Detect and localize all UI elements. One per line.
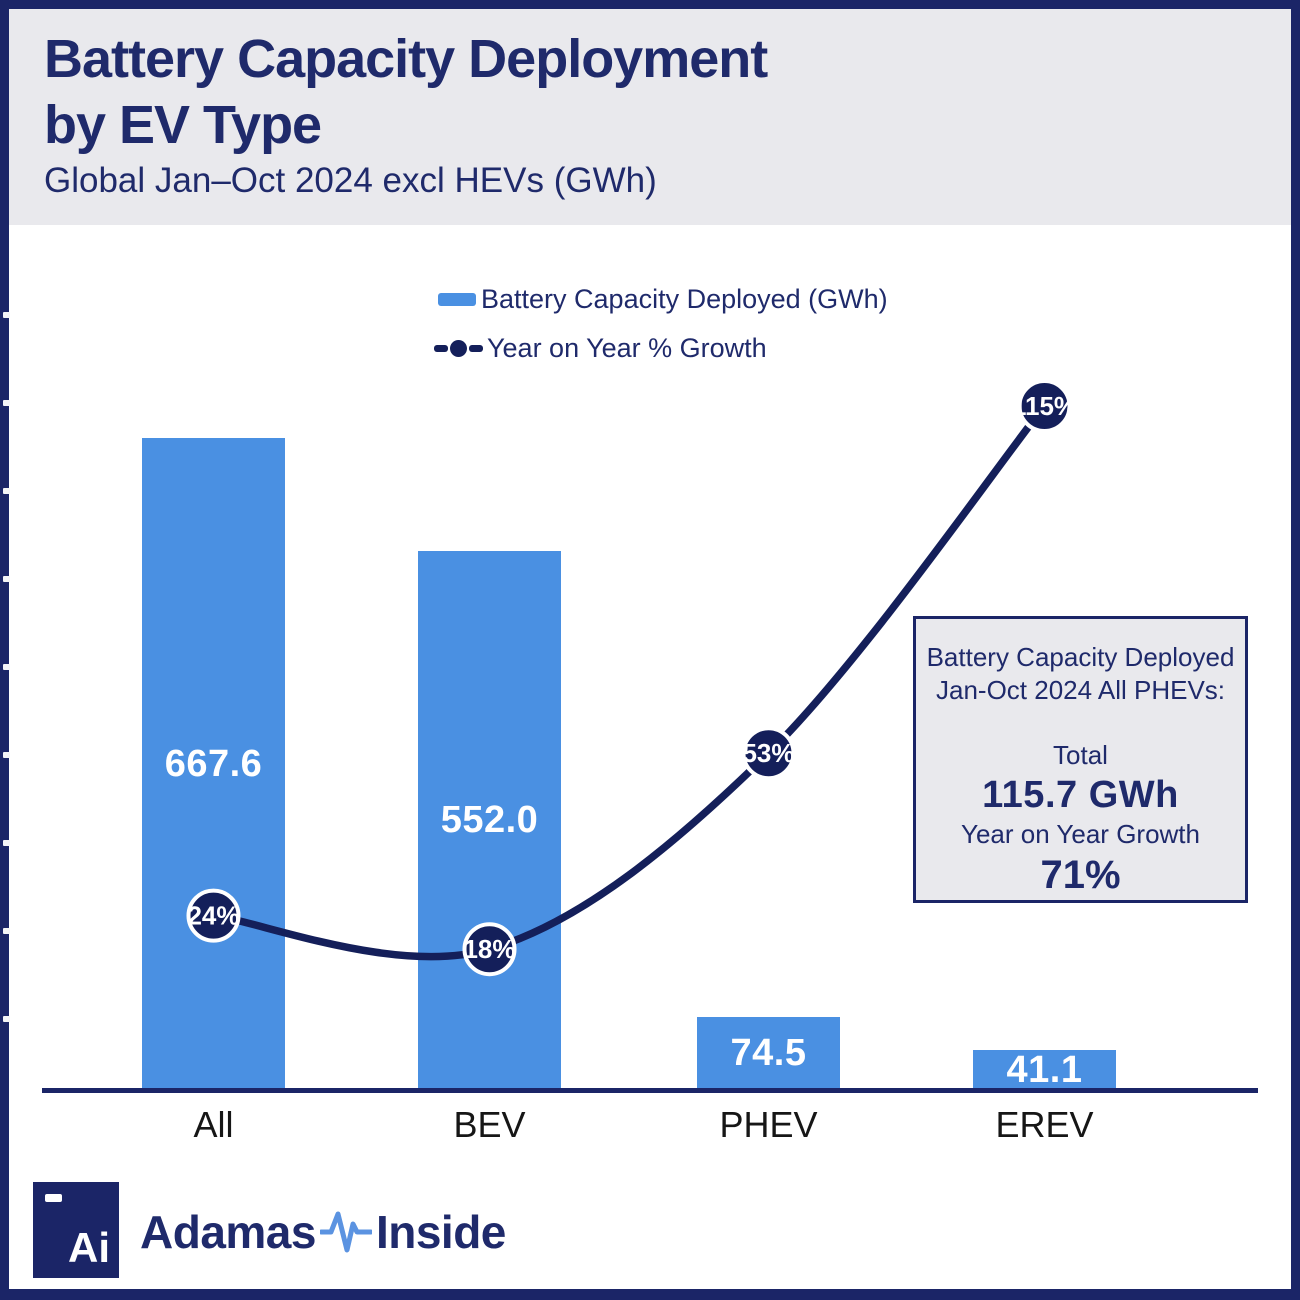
dash-icon bbox=[434, 345, 448, 352]
growth-marker-erev bbox=[1017, 379, 1072, 433]
clipped-y-tick bbox=[3, 664, 10, 670]
annotation-total-label: Total bbox=[1053, 740, 1108, 770]
header-panel: Battery Capacity Deployment by EV Type G… bbox=[9, 9, 1291, 225]
brand-wordmark: Adamas Inside bbox=[140, 1205, 506, 1259]
bar-value-label: 552.0 bbox=[440, 799, 539, 841]
phev-annotation-box: Battery Capacity Deployed Jan-Oct 2024 A… bbox=[913, 616, 1248, 903]
bar-erev: 41.1 bbox=[973, 1048, 1116, 1091]
border-top bbox=[0, 0, 1300, 9]
brand-word-right: Inside bbox=[375, 1206, 506, 1258]
border-right bbox=[1291, 0, 1300, 1300]
annotation-line-1: Battery Capacity Deployed bbox=[926, 642, 1235, 672]
annotation-total-value: 115.7 GWh bbox=[982, 774, 1179, 816]
clipped-y-tick bbox=[3, 1016, 10, 1022]
logo-dash-icon bbox=[45, 1194, 62, 1202]
annotation-growth-value: 71% bbox=[1040, 853, 1121, 897]
clipped-y-tick bbox=[3, 576, 10, 582]
bar-value-label: 41.1 bbox=[1006, 1048, 1083, 1091]
dash-icon bbox=[469, 345, 483, 352]
line-series-swatch-icon bbox=[434, 340, 483, 357]
x-label-erev: EREV bbox=[995, 1104, 1094, 1145]
bar-value-label: 667.6 bbox=[164, 742, 263, 785]
dot-icon bbox=[450, 340, 467, 357]
page-title: Battery Capacity Deployment by EV Type bbox=[44, 26, 768, 158]
annotation-growth-label: Year on Year Growth bbox=[961, 819, 1200, 849]
legend-item-line: Year on Year % Growth bbox=[434, 333, 767, 364]
growth-marker-label: 53% bbox=[742, 738, 794, 768]
legend-label-line: Year on Year % Growth bbox=[487, 333, 767, 363]
bar-value-label: 74.5 bbox=[730, 1032, 807, 1074]
annotation-line-2: Jan-Oct 2024 All PHEVs: bbox=[935, 675, 1226, 705]
title-line-1: Battery Capacity Deployment bbox=[44, 29, 768, 89]
x-axis-line bbox=[42, 1088, 1258, 1093]
clipped-y-tick bbox=[3, 928, 10, 934]
bar-all: 667.6 bbox=[142, 438, 285, 1090]
border-bottom bbox=[0, 1289, 1300, 1300]
clipped-y-tick bbox=[3, 400, 10, 406]
title-line-2: by EV Type bbox=[44, 95, 322, 155]
clipped-y-tick bbox=[3, 840, 10, 846]
logo-monogram: Ai bbox=[68, 1224, 110, 1271]
x-label-phev: PHEV bbox=[719, 1104, 818, 1145]
growth-marker-phev bbox=[741, 726, 796, 781]
x-label-bev: BEV bbox=[453, 1104, 526, 1145]
page-subtitle: Global Jan–Oct 2024 excl HEVs (GWh) bbox=[44, 161, 657, 200]
border-left bbox=[0, 0, 9, 1300]
bar-phev: 74.5 bbox=[697, 1017, 840, 1090]
bar-bev: 552.0 bbox=[418, 551, 561, 1090]
brand-word-left: Adamas bbox=[140, 1206, 316, 1258]
adamas-logo: Ai bbox=[33, 1182, 119, 1278]
bar-series-swatch-icon bbox=[438, 293, 476, 306]
legend-label-bars: Battery Capacity Deployed (GWh) bbox=[481, 284, 888, 314]
pulse-icon bbox=[319, 1211, 372, 1253]
clipped-y-tick bbox=[3, 312, 10, 318]
clipped-y-tick bbox=[3, 752, 10, 758]
legend-item-bars: Battery Capacity Deployed (GWh) bbox=[438, 284, 888, 315]
clipped-y-tick bbox=[3, 488, 10, 494]
growth-marker-label: 115% bbox=[1012, 391, 1077, 421]
x-label-all: All bbox=[193, 1104, 234, 1145]
